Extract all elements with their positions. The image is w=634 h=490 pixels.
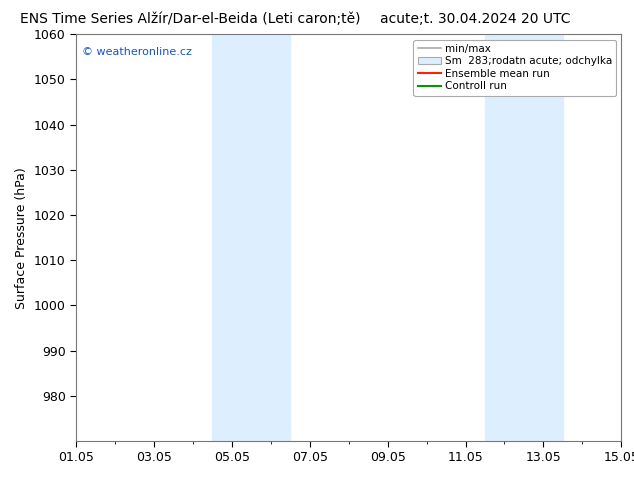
Y-axis label: Surface Pressure (hPa): Surface Pressure (hPa) (15, 167, 29, 309)
Bar (212, 34, 290, 441)
Text: © weatheronline.cz: © weatheronline.cz (82, 47, 191, 56)
Text: acute;t. 30.04.2024 20 UTC: acute;t. 30.04.2024 20 UTC (380, 12, 571, 26)
Text: ENS Time Series Alžír/Dar-el-Beida (Leti caron;tě): ENS Time Series Alžír/Dar-el-Beida (Leti… (20, 12, 361, 26)
Legend: min/max, Sm  283;rodatn acute; odchylka, Ensemble mean run, Controll run: min/max, Sm 283;rodatn acute; odchylka, … (413, 40, 616, 96)
Bar (485, 34, 563, 441)
